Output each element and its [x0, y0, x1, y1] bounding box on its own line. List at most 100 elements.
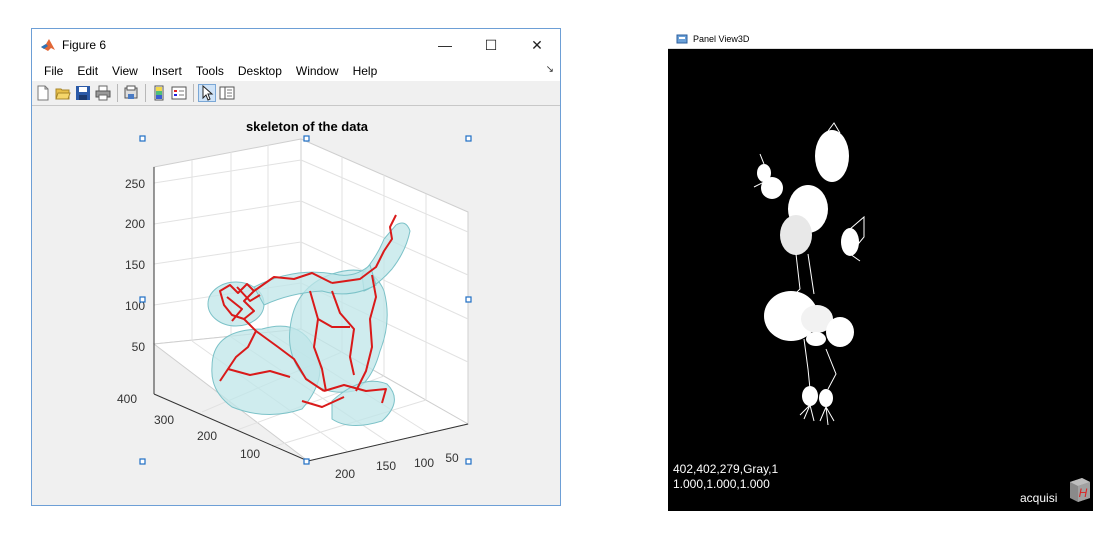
- y-tick-label: 300: [154, 413, 174, 427]
- selection-handles: [139, 135, 472, 465]
- skeleton-path: [309, 290, 327, 392]
- print-icon[interactable]: [95, 85, 111, 101]
- panel-view3d-titlebar[interactable]: Panel View3D: [668, 30, 1093, 49]
- selection-handle[interactable]: [139, 135, 146, 142]
- skeleton-path: [301, 396, 345, 408]
- y-tick-label: 100: [240, 447, 260, 461]
- skeleton-path: [219, 318, 257, 382]
- plot-title: skeleton of the data: [246, 119, 369, 134]
- selection-handle[interactable]: [303, 458, 310, 465]
- y-tick-label: 400: [117, 392, 137, 406]
- surface-blob: [253, 264, 377, 306]
- volume-blob: [757, 164, 771, 182]
- grid-line: [153, 200, 302, 225]
- selection-handle[interactable]: [139, 296, 146, 303]
- skeleton-path: [226, 286, 261, 322]
- new-figure-icon[interactable]: [35, 85, 51, 101]
- volume-strand: [799, 404, 815, 422]
- volume-blob: [801, 305, 833, 333]
- colorbar-icon[interactable]: [151, 85, 167, 101]
- x-tick-label: 50: [445, 451, 459, 465]
- menu-window[interactable]: Window: [295, 64, 339, 78]
- orientation-cube-label: H: [1079, 486, 1088, 500]
- grid-line: [153, 159, 302, 184]
- skeleton-path: [219, 283, 255, 320]
- skeleton-path: [227, 368, 291, 378]
- menu-file[interactable]: File: [44, 64, 64, 78]
- volume-strand: [849, 215, 865, 250]
- selection-handle[interactable]: [465, 296, 472, 303]
- volume-strand: [827, 122, 841, 134]
- z-tick-label: 200: [125, 217, 145, 231]
- volume-strand: [807, 253, 815, 295]
- orientation-cube-icon[interactable]: H: [1068, 476, 1092, 504]
- property-editor-icon[interactable]: [219, 85, 235, 101]
- skeleton-path: [331, 290, 355, 376]
- volume-blob: [780, 215, 812, 255]
- menu-insert[interactable]: Insert: [151, 64, 182, 78]
- menu-view[interactable]: View: [112, 64, 138, 78]
- volume-blob: [826, 317, 854, 347]
- volume-strands: [753, 122, 865, 426]
- close-button[interactable]: ✕: [531, 36, 543, 53]
- z-tick-label: 50: [132, 340, 146, 354]
- grid-line: [153, 241, 302, 265]
- volume-blob: [815, 130, 849, 182]
- view3d-canvas[interactable]: 402,402,279,Gray,1 1.000,1.000,1.000: [668, 49, 1093, 511]
- maximize-button[interactable]: ☐: [484, 36, 498, 53]
- pointer-icon[interactable]: [198, 84, 216, 102]
- figure-titlebar[interactable]: Figure 6 — ☐ ✕: [32, 29, 560, 61]
- axis-lines: [153, 167, 469, 462]
- figure-title: Figure 6: [62, 38, 107, 52]
- volume-blob: [806, 332, 826, 346]
- menu-bar: File Edit View Insert Tools Desktop Wind…: [32, 61, 560, 81]
- selection-handle[interactable]: [465, 135, 472, 142]
- menu-tools[interactable]: Tools: [195, 64, 224, 78]
- toolbar-separator: [145, 84, 146, 102]
- skeleton-path: [317, 318, 350, 328]
- x-tick-label: 200: [335, 467, 355, 481]
- volume-blob: [761, 177, 783, 199]
- skeleton-path: [253, 272, 333, 292]
- skeleton-path: [331, 214, 397, 284]
- skeleton-path: [255, 330, 325, 392]
- figure-toolbar: [32, 81, 560, 106]
- surface-blob: [361, 222, 411, 292]
- menu-dock-arrow-icon[interactable]: ↘: [545, 64, 554, 75]
- toolbar-separator: [193, 84, 194, 102]
- z-tick-label: 250: [125, 177, 145, 191]
- volume-blob: [841, 228, 859, 256]
- volume-blob: [802, 386, 818, 406]
- x-tick-label: 100: [414, 456, 434, 470]
- panel-view3d-icon: [676, 34, 688, 44]
- skeleton-path: [323, 384, 387, 404]
- acquisition-label: acquisi: [1020, 491, 1058, 505]
- selection-handle[interactable]: [465, 458, 472, 465]
- minimize-button[interactable]: —: [438, 37, 452, 53]
- volume-strand: [753, 153, 767, 188]
- figure-window: Figure 6 — ☐ ✕ File Edit View Insert Too…: [31, 28, 561, 506]
- x-axis-line: [307, 423, 469, 462]
- volume-strand: [803, 338, 811, 390]
- volume-blob: [819, 389, 833, 407]
- panel-view3d-window: Panel View3D: [668, 30, 1093, 511]
- open-file-icon[interactable]: [55, 85, 71, 101]
- menu-desktop[interactable]: Desktop: [237, 64, 282, 78]
- window-controls: — ☐ ✕: [422, 29, 560, 61]
- panel-view3d-title: Panel View3D: [693, 34, 750, 44]
- skeleton-path: [355, 274, 377, 392]
- toolbar-separator: [117, 84, 118, 102]
- selection-handle[interactable]: [139, 458, 146, 465]
- save-icon[interactable]: [75, 85, 91, 101]
- print-preview-icon[interactable]: [123, 85, 139, 101]
- menu-help[interactable]: Help: [352, 64, 378, 78]
- legend-icon[interactable]: [171, 85, 187, 101]
- volume-strand: [825, 348, 837, 390]
- volume-blob: [764, 291, 818, 341]
- z-tick-label: 150: [125, 258, 145, 272]
- menu-edit[interactable]: Edit: [77, 64, 99, 78]
- volume-info-dimensions: 402,402,279,Gray,1: [673, 462, 779, 476]
- volume-info-spacing: 1.000,1.000,1.000: [673, 477, 770, 491]
- plot-canvas: skeleton of the data: [117, 119, 472, 481]
- selection-handle[interactable]: [303, 135, 310, 142]
